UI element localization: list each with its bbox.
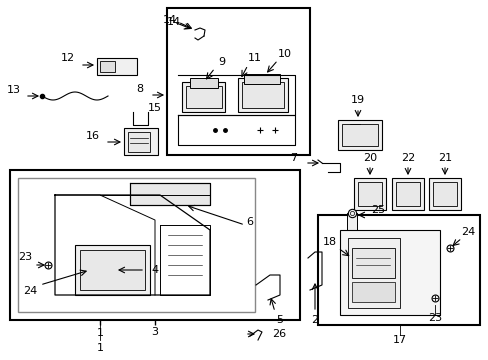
- Bar: [357, 182, 381, 206]
- Text: 21: 21: [437, 153, 451, 163]
- Bar: [75, 245, 150, 295]
- Text: 19: 19: [350, 95, 365, 105]
- Bar: [351, 282, 394, 302]
- Text: 14: 14: [166, 17, 181, 27]
- Bar: [128, 132, 150, 152]
- Bar: [395, 182, 419, 206]
- Text: 8: 8: [136, 84, 143, 94]
- Text: 1: 1: [96, 343, 103, 353]
- Bar: [130, 183, 209, 205]
- Bar: [100, 61, 115, 72]
- Bar: [391, 178, 423, 210]
- Bar: [353, 178, 385, 210]
- Text: 17: 17: [392, 335, 406, 345]
- Text: 22: 22: [400, 153, 414, 163]
- Bar: [190, 78, 218, 88]
- Bar: [339, 230, 439, 315]
- Text: 9: 9: [218, 57, 225, 67]
- Text: 24: 24: [460, 227, 474, 237]
- Bar: [10, 170, 299, 320]
- Bar: [182, 82, 224, 112]
- Text: 26: 26: [271, 329, 285, 339]
- Bar: [347, 238, 399, 308]
- Text: 24: 24: [23, 286, 37, 296]
- Text: 23: 23: [427, 313, 441, 323]
- Text: 12: 12: [61, 53, 75, 63]
- Text: 20: 20: [362, 153, 376, 163]
- Bar: [341, 124, 377, 146]
- Text: 23: 23: [18, 252, 32, 262]
- Text: 1: 1: [96, 328, 103, 338]
- Bar: [124, 128, 158, 155]
- Bar: [432, 182, 456, 206]
- Text: 16: 16: [86, 131, 100, 141]
- Text: 6: 6: [246, 217, 253, 227]
- Bar: [167, 8, 309, 155]
- Text: 25: 25: [370, 205, 384, 215]
- Text: 5: 5: [276, 315, 283, 325]
- Text: 14: 14: [163, 15, 177, 25]
- Bar: [337, 120, 381, 150]
- Bar: [346, 213, 356, 232]
- Bar: [317, 215, 479, 325]
- Text: 7: 7: [290, 153, 297, 163]
- Bar: [244, 74, 280, 84]
- Text: 10: 10: [278, 49, 291, 59]
- Text: 2: 2: [311, 315, 318, 325]
- Text: 15: 15: [148, 103, 162, 113]
- Bar: [428, 178, 460, 210]
- Text: 11: 11: [247, 53, 262, 63]
- Text: 3: 3: [151, 327, 158, 337]
- Bar: [97, 58, 137, 75]
- Text: 18: 18: [322, 237, 336, 247]
- Bar: [80, 250, 145, 290]
- Bar: [185, 86, 222, 108]
- Bar: [238, 78, 287, 112]
- Bar: [351, 248, 394, 278]
- Bar: [18, 178, 254, 312]
- Text: 13: 13: [7, 85, 21, 95]
- Bar: [242, 82, 284, 108]
- Text: 4: 4: [151, 265, 158, 275]
